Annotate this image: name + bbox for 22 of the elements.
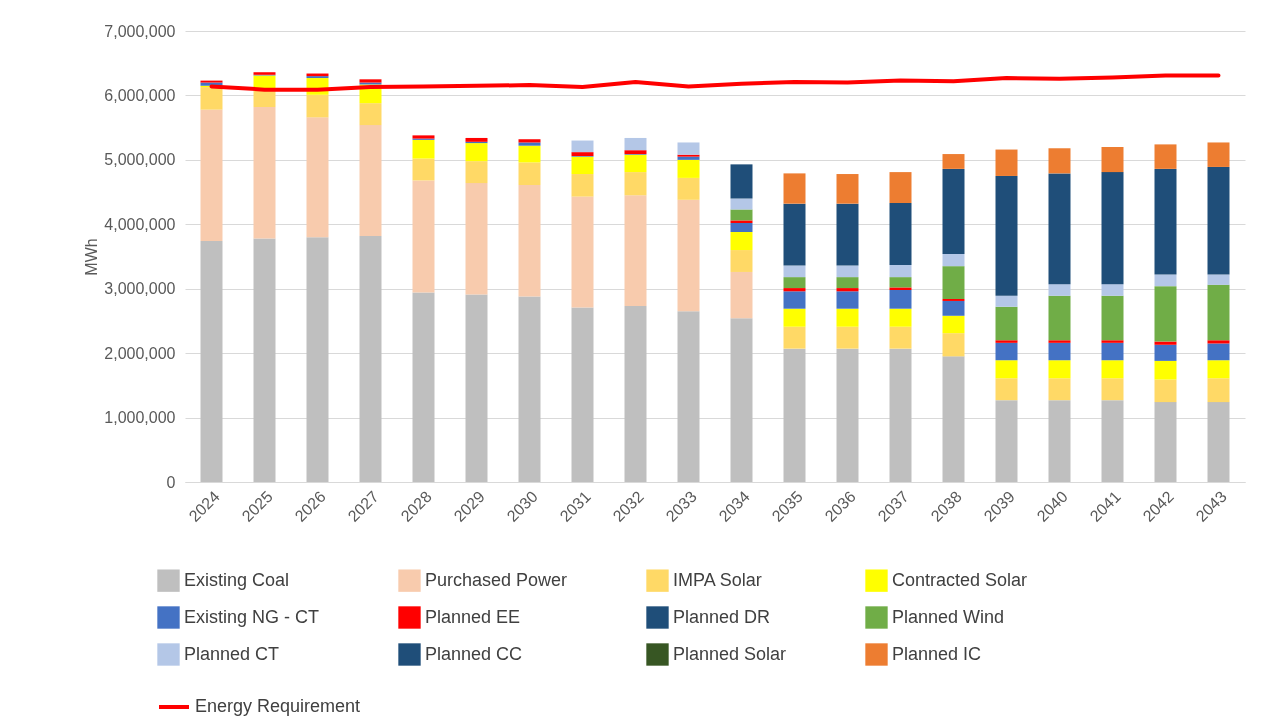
legend-label: Planned IC: [892, 643, 982, 664]
legend-label: Planned CC: [425, 643, 523, 664]
y-tick-label: 0: [166, 473, 176, 491]
y-tick-label: 6,000,000: [104, 86, 176, 104]
legend-label: Energy Requirement: [195, 696, 361, 716]
y-tick-label: 5,000,000: [104, 151, 176, 169]
y-tick-label: 7,000,000: [104, 22, 176, 40]
y-tick-label: 4,000,000: [104, 215, 176, 233]
legend-label: Purchased Power: [425, 569, 568, 590]
legend-label: Existing Coal: [184, 569, 290, 590]
legend-label: Planned Solar: [673, 643, 787, 664]
legend-label: Planned Wind: [892, 606, 1005, 627]
legend-label: Contracted Solar: [892, 569, 1028, 590]
y-axis-title: MWh: [83, 238, 101, 276]
y-tick-label: 2,000,000: [104, 344, 176, 362]
legend-label: Planned DR: [673, 606, 771, 627]
legend-label: Existing NG - CT: [184, 606, 320, 627]
y-tick-label: 1,000,000: [104, 409, 176, 427]
y-tick-label: 3,000,000: [104, 280, 176, 298]
legend-label: IMPA Solar: [673, 569, 762, 590]
legend-label: Planned CT: [184, 643, 280, 664]
legend-label: Planned EE: [425, 606, 521, 627]
